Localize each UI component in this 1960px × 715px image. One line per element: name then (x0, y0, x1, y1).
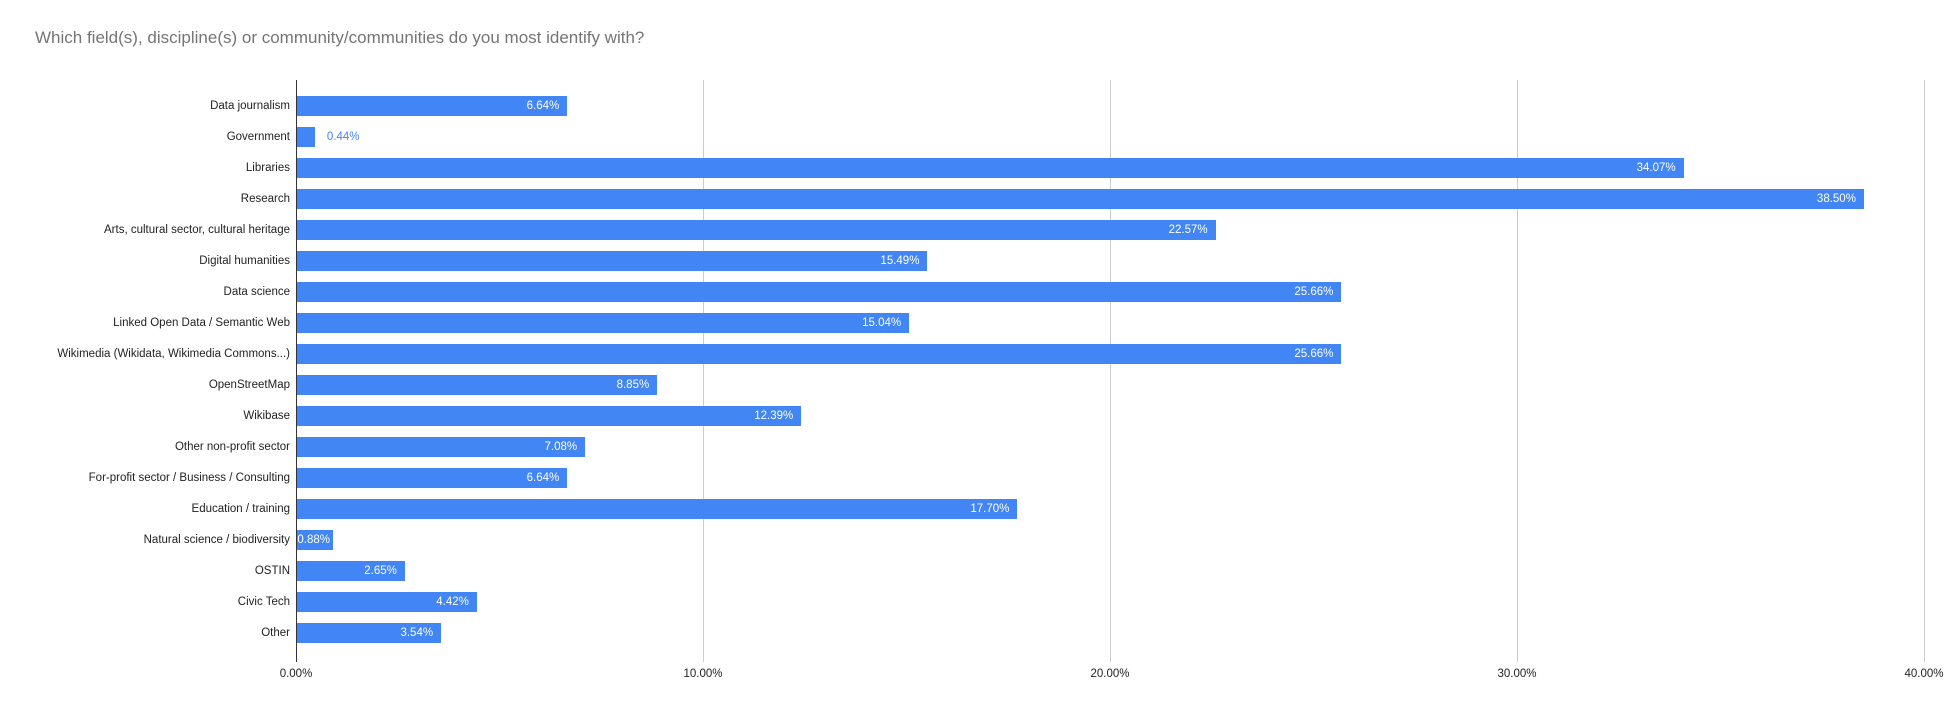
bar-row: Government 0.44% (0, 127, 1960, 147)
value-label: 15.04% (862, 317, 902, 329)
category-label: Data journalism (210, 100, 290, 112)
bar[interactable]: 7.08% (297, 437, 586, 457)
bar-row: OSTIN 2.65% (0, 561, 1960, 581)
value-label: 7.08% (544, 441, 578, 453)
bar-row: Linked Open Data / Semantic Web 15.04% (0, 313, 1960, 333)
bar[interactable]: 15.49% (297, 251, 928, 271)
bar[interactable]: 22.57% (297, 220, 1216, 240)
bar[interactable]: 0.88% (297, 530, 333, 550)
bar-row: Research 38.50% (0, 189, 1960, 209)
value-label: 4.42% (436, 596, 469, 608)
bar[interactable]: 38.50% (297, 189, 1864, 209)
value-label: 25.66% (1294, 286, 1334, 298)
value-label: 17.70% (970, 503, 1010, 515)
bar[interactable]: 25.66% (297, 344, 1342, 364)
bar[interactable]: 25.66% (297, 282, 1342, 302)
gridline (1517, 80, 1518, 662)
value-label: 3.54% (400, 627, 434, 639)
category-label: Linked Open Data / Semantic Web (113, 317, 290, 329)
category-label: OSTIN (254, 565, 290, 577)
category-label: Data science (223, 286, 290, 298)
category-label: Civic Tech (237, 596, 290, 608)
value-label: 6.64% (526, 472, 560, 484)
category-label: OpenStreetMap (208, 379, 290, 391)
value-label: 34.07% (1636, 162, 1676, 174)
x-axis-tick-label: 20.00% (1090, 668, 1130, 680)
bar[interactable]: 6.64% (297, 96, 568, 116)
category-label: Natural science / biodiversity (143, 534, 290, 546)
value-label: 25.66% (1294, 348, 1334, 360)
bar-row: Other 3.54% (0, 623, 1960, 643)
bar[interactable]: 4.42% (297, 592, 477, 612)
x-axis-tick-label: 10.00% (683, 668, 723, 680)
category-label: For-profit sector / Business / Consultin… (88, 472, 290, 484)
category-label: Other (261, 627, 290, 639)
bar-row: Libraries 34.07% (0, 158, 1960, 178)
value-label: 8.85% (616, 379, 650, 391)
bar-row: Data journalism 6.64% (0, 96, 1960, 116)
bar-row: For-profit sector / Business / Consultin… (0, 468, 1960, 488)
bar[interactable] (297, 127, 315, 147)
x-axis-tick-label: 40.00% (1904, 668, 1944, 680)
category-label: Education / training (191, 503, 290, 515)
value-label: 0.88% (297, 534, 330, 546)
gridline (703, 80, 704, 662)
category-label: Libraries (245, 162, 290, 174)
value-label: 2.65% (364, 565, 397, 577)
bar-row: OpenStreetMap 8.85% (0, 375, 1960, 395)
bar-row: Data science 25.66% (0, 282, 1960, 302)
bar[interactable]: 17.70% (297, 499, 1018, 519)
bar[interactable]: 12.39% (297, 406, 802, 426)
bar[interactable]: 8.85% (297, 375, 658, 395)
value-label: 22.57% (1168, 224, 1208, 236)
bar-row: Wikibase 12.39% (0, 406, 1960, 426)
category-label: Arts, cultural sector, cultural heritage (104, 224, 290, 236)
x-axis-tick-label: 0.00% (279, 668, 313, 680)
category-label: Wikimedia (Wikidata, Wikimedia Commons..… (57, 348, 290, 360)
value-label: 6.64% (526, 100, 560, 112)
value-label: 0.44% (326, 131, 360, 143)
bar[interactable]: 6.64% (297, 468, 568, 488)
bar-row: Arts, cultural sector, cultural heritage… (0, 220, 1960, 240)
chart-title: Which field(s), discipline(s) or communi… (35, 28, 645, 47)
y-axis-line (296, 80, 297, 662)
gridline (1110, 80, 1111, 662)
bar[interactable]: 15.04% (297, 313, 910, 333)
bar-row: Civic Tech 4.42% (0, 592, 1960, 612)
category-label: Digital humanities (199, 255, 290, 267)
bar[interactable]: 3.54% (297, 623, 442, 643)
bar-row: Digital humanities 15.49% (0, 251, 1960, 271)
bar[interactable]: 34.07% (297, 158, 1684, 178)
category-label: Research (240, 193, 290, 205)
bar-row: Other non-profit sector 7.08% (0, 437, 1960, 457)
value-label: 15.49% (880, 255, 920, 267)
value-label: 12.39% (754, 410, 794, 422)
category-label: Government (226, 131, 290, 143)
value-label: 38.50% (1816, 193, 1856, 205)
bar-row: Education / training 17.70% (0, 499, 1960, 519)
bar-row: Natural science / biodiversity 0.88% (0, 530, 1960, 550)
bar-row: Wikimedia (Wikidata, Wikimedia Commons..… (0, 344, 1960, 364)
bar[interactable]: 2.65% (297, 561, 405, 581)
x-axis-tick-label: 30.00% (1497, 668, 1537, 680)
category-label: Other non-profit sector (174, 441, 290, 453)
category-label: Wikibase (243, 410, 290, 422)
gridline (1924, 80, 1925, 662)
